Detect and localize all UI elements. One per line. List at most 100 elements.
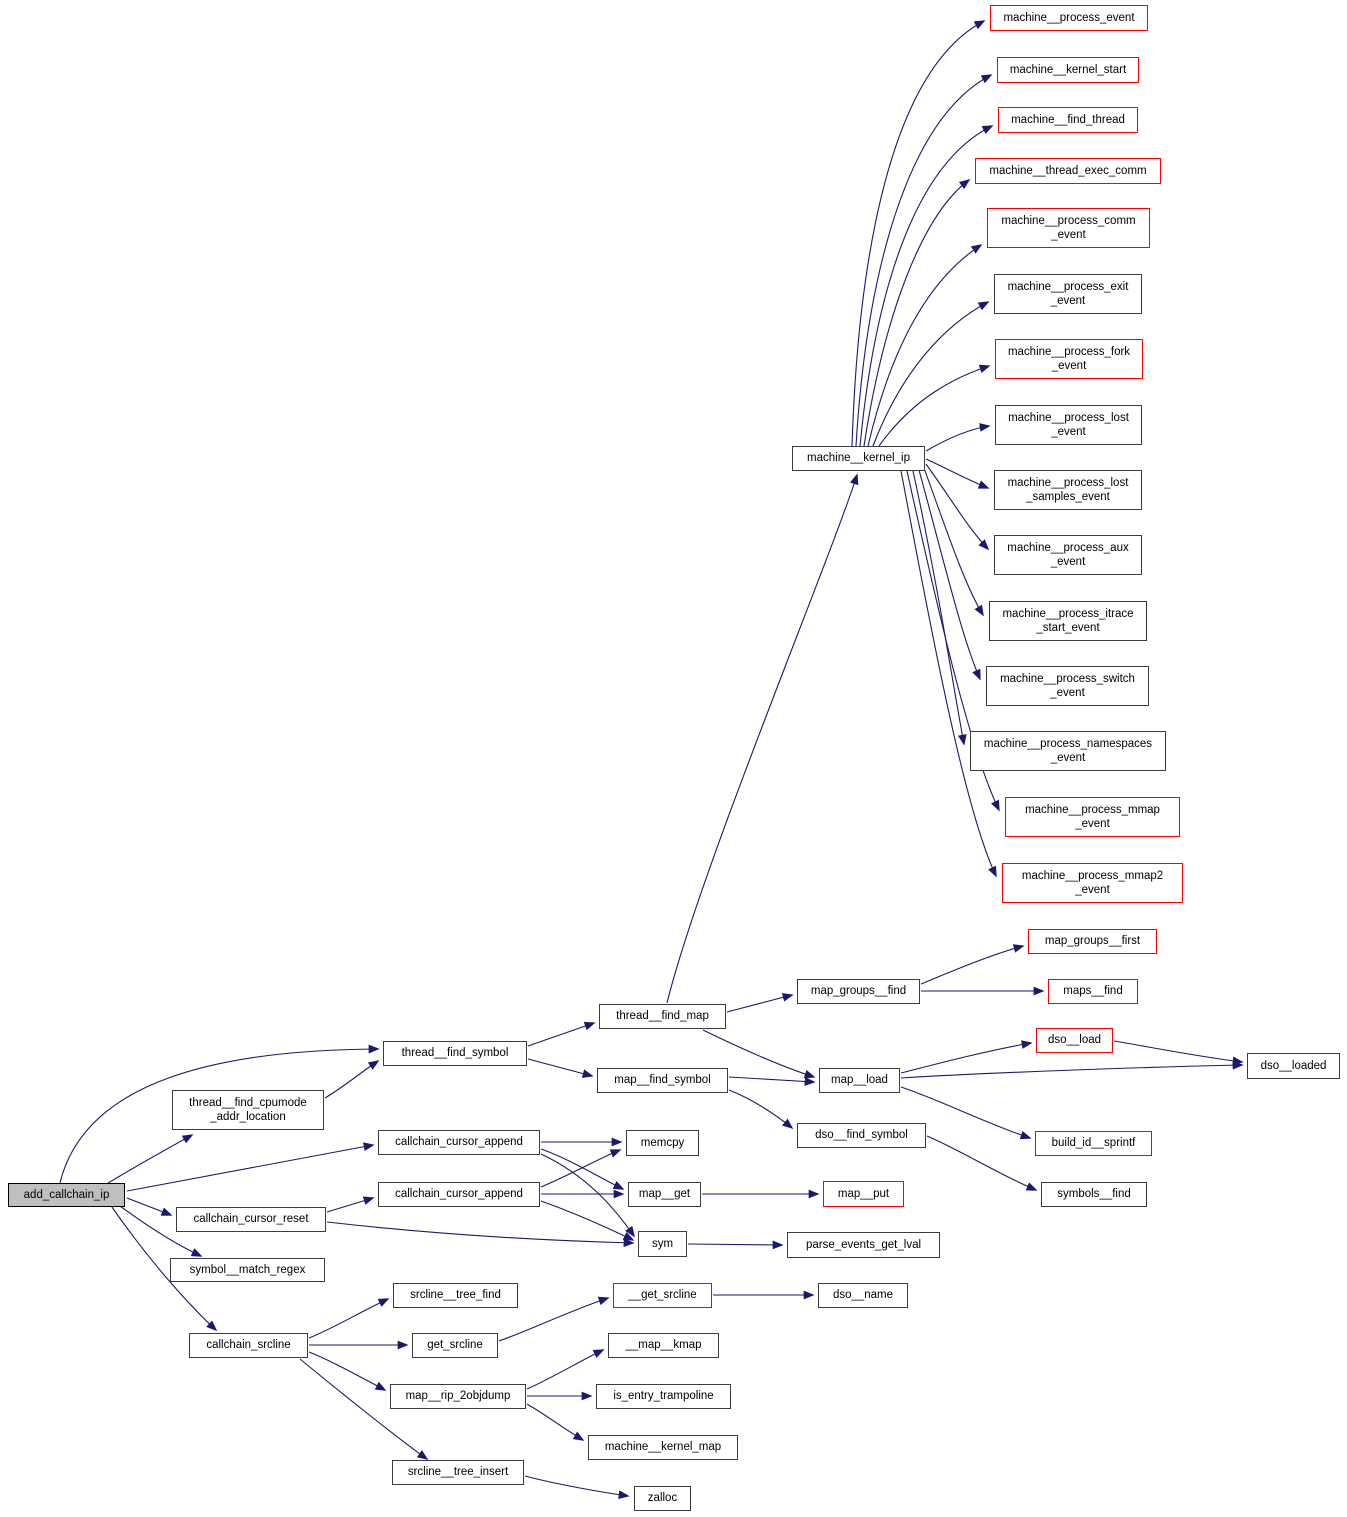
node-machine__process_namespaces_event[interactable]: machine__process_namespaces _event: [970, 731, 1166, 771]
node-callchain_cursor_append-1[interactable]: callchain_cursor_append: [378, 1130, 540, 1155]
node-machine__process_mmap_event[interactable]: machine__process_mmap _event: [1005, 797, 1180, 837]
node-dso__load[interactable]: dso__load: [1036, 1028, 1113, 1053]
node-map__rip_2objdump[interactable]: map__rip_2objdump: [390, 1384, 526, 1409]
edge-machine__kernel_ip-machine__process_itrace_start_event: [923, 467, 984, 617]
node-machine__process_exit_event[interactable]: machine__process_exit _event: [994, 274, 1142, 314]
node-__map__kmap[interactable]: __map__kmap: [608, 1333, 719, 1358]
node-map__load[interactable]: map__load: [819, 1068, 900, 1093]
node-machine__find_thread[interactable]: machine__find_thread: [998, 107, 1138, 133]
node-thread__find_map[interactable]: thread__find_map: [599, 1004, 726, 1029]
node-machine__process_aux_event[interactable]: machine__process_aux _event: [994, 535, 1142, 575]
edge-srcline__tree_insert-zalloc: [524, 1475, 630, 1500]
node-get_srcline[interactable]: get_srcline: [412, 1333, 498, 1358]
node-build_id__sprintf[interactable]: build_id__sprintf: [1035, 1131, 1152, 1156]
node-dso__loaded[interactable]: dso__loaded: [1247, 1053, 1340, 1079]
node-map_groups__first[interactable]: map_groups__first: [1028, 929, 1157, 954]
node-machine__process_comm_event[interactable]: machine__process_comm _event: [987, 208, 1150, 248]
edge-add_callchain_ip-callchain_cursor_reset: [126, 1197, 173, 1216]
edge-map_groups__find-map_groups__first: [920, 944, 1025, 985]
node-machine__thread_exec_comm[interactable]: machine__thread_exec_comm: [975, 158, 1161, 184]
edge-machine__kernel_ip-machine__process_aux_event: [925, 463, 990, 551]
edge-machine__kernel_ip-machine__process_mmap_event: [906, 470, 1000, 812]
node-machine__process_itrace_start_event[interactable]: machine__process_itrace _start_event: [989, 601, 1147, 641]
edge-thread__find_map-map_groups__find: [726, 993, 794, 1013]
edge-dso__load-dso__loaded: [1113, 1040, 1244, 1066]
node-machine__process_lost_event[interactable]: machine__process_lost _event: [995, 405, 1142, 445]
node-machine__process_event[interactable]: machine__process_event: [990, 5, 1148, 31]
node-machine__process_switch_event[interactable]: machine__process_switch _event: [986, 666, 1149, 706]
node-parse_events_get_lval[interactable]: parse_events_get_lval: [787, 1232, 940, 1258]
edge-map__load-build_id__sprintf: [900, 1086, 1032, 1140]
edge-machine__kernel_ip-machine__process_mmap2_event: [900, 470, 997, 878]
edge-callchain_cursor_append_1-map__get: [540, 1148, 625, 1190]
node-machine__process_mmap2_event[interactable]: machine__process_mmap2 _event: [1002, 863, 1183, 903]
edge-callchain_cursor_append_2-sym: [540, 1200, 635, 1241]
edge-callchain_cursor_reset-callchain_cursor_append_2: [326, 1196, 375, 1213]
node-sym[interactable]: sym: [638, 1231, 687, 1257]
edge-map__find_symbol-dso__find_symbol: [728, 1089, 794, 1130]
node-__get_srcline[interactable]: __get_srcline: [613, 1283, 712, 1308]
edge-thread__find_map-map__load: [702, 1029, 816, 1079]
node-maps__find[interactable]: maps__find: [1048, 979, 1138, 1004]
edge-callchain_cursor_append_2-memcpy: [540, 1149, 622, 1188]
node-machine__process_fork_event[interactable]: machine__process_fork _event: [995, 339, 1143, 379]
node-map__put[interactable]: map__put: [823, 1181, 904, 1207]
edge-add_callchain_ip-callchain_srcline: [111, 1206, 218, 1332]
edge-thread__find_cpumode_addr_location-thread__find_symbol: [324, 1060, 380, 1099]
edge-callchain_cursor_reset-sym: [326, 1221, 635, 1248]
node-callchain_srcline[interactable]: callchain_srcline: [189, 1333, 308, 1358]
edge-machine__kernel_ip-machine__process_lost_samples_event: [925, 458, 990, 489]
edge-dso__find_symbol-symbols__find: [926, 1135, 1038, 1191]
edge-machine__kernel_ip-machine__kernel_start: [855, 74, 993, 447]
node-dso__find_symbol[interactable]: dso__find_symbol: [797, 1123, 926, 1148]
node-is_entry_trampoline[interactable]: is_entry_trampoline: [596, 1384, 731, 1409]
node-map_groups__find[interactable]: map_groups__find: [797, 979, 920, 1004]
edge-thread__find_map-machine__kernel_ip: [666, 473, 859, 1004]
edge-thread__find_symbol-thread__find_map: [527, 1021, 596, 1047]
node-machine__process_lost_samples_event[interactable]: machine__process_lost _samples_event: [994, 470, 1142, 510]
edge-machine__kernel_ip-machine__thread_exec_comm: [863, 179, 971, 447]
edge-machine__kernel_ip-machine__find_thread: [859, 125, 994, 447]
edge-map__rip_2objdump-machine__kernel_map: [526, 1403, 585, 1441]
edge-add_callchain_ip-symbol__match_regex: [119, 1205, 203, 1257]
node-map__find_symbol[interactable]: map__find_symbol: [597, 1068, 728, 1093]
edge-add_callchain_ip-thread__find_symbol: [59, 1044, 380, 1184]
node-thread__find_symbol[interactable]: thread__find_symbol: [383, 1041, 527, 1066]
node-memcpy[interactable]: memcpy: [626, 1130, 699, 1156]
node-machine__kernel_start[interactable]: machine__kernel_start: [997, 57, 1139, 83]
node-add_callchain_ip: add_callchain_ip: [8, 1183, 125, 1207]
node-thread__find_cpumode_addr_location[interactable]: thread__find_cpumode _addr_location: [172, 1090, 324, 1130]
edge-sym-parse_events_get_lval: [687, 1240, 784, 1250]
node-machine__kernel_ip[interactable]: machine__kernel_ip: [792, 446, 925, 471]
edge-map__load-dso__load: [900, 1040, 1033, 1074]
edge-machine__kernel_ip-machine__process_event: [851, 20, 986, 447]
edge-add_callchain_ip-thread__find_cpumode_addr_location: [107, 1134, 194, 1184]
edge-machine__kernel_ip-machine__process_lost_event: [925, 423, 991, 452]
edge-callchain_srcline-srcline__tree_insert: [299, 1358, 429, 1460]
node-callchain_cursor_append-2[interactable]: callchain_cursor_append: [378, 1182, 540, 1207]
node-zalloc[interactable]: zalloc: [634, 1486, 691, 1511]
node-machine__kernel_map[interactable]: machine__kernel_map: [588, 1435, 738, 1460]
edge-callchain_srcline-srcline__tree_find: [308, 1298, 390, 1339]
node-map__get[interactable]: map__get: [628, 1182, 701, 1207]
edge-add_callchain_ip-callchain_cursor_append_1: [126, 1142, 375, 1192]
edge-machine__kernel_ip-machine__process_exit_event: [872, 301, 990, 447]
node-symbol__match_regex[interactable]: symbol__match_regex: [170, 1258, 325, 1282]
node-callchain_cursor_reset[interactable]: callchain_cursor_reset: [176, 1207, 326, 1232]
edge-get_srcline-__get_srcline: [498, 1296, 610, 1342]
node-dso__name[interactable]: dso__name: [818, 1283, 908, 1308]
edge-map__rip_2objdump-__map__kmap: [526, 1349, 605, 1390]
edge-machine__kernel_ip-machine__process_namespaces_event: [912, 470, 967, 746]
edge-callchain_cursor_append_1-sym: [540, 1153, 635, 1238]
edge-callchain_srcline-map__rip_2objdump: [308, 1351, 387, 1391]
node-srcline__tree_find[interactable]: srcline__tree_find: [393, 1283, 518, 1308]
node-srcline__tree_insert[interactable]: srcline__tree_insert: [392, 1460, 524, 1485]
edge-thread__find_symbol-map__find_symbol: [527, 1058, 594, 1078]
edge-map__load-dso__loaded: [900, 1060, 1244, 1079]
edge-machine__kernel_ip-machine__process_fork_event: [878, 364, 991, 447]
node-symbols__find[interactable]: symbols__find: [1041, 1182, 1147, 1207]
edge-machine__kernel_ip-machine__process_comm_event: [867, 244, 983, 447]
edge-map__find_symbol-map__load: [728, 1076, 816, 1086]
